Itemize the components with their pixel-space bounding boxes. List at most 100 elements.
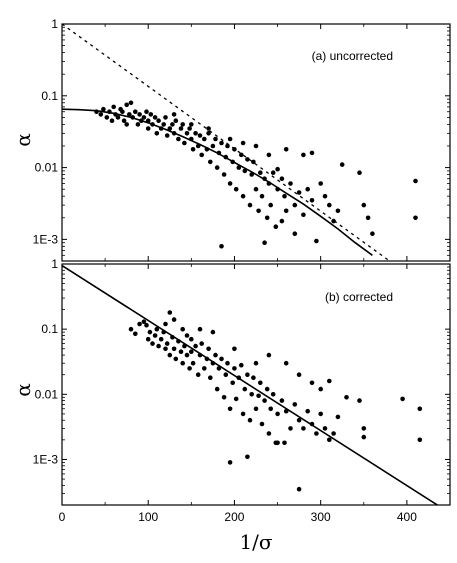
panel-b-point [296, 372, 302, 378]
panel-b-point [288, 426, 293, 431]
panel-a: (a) uncorrected α 1 0.1 0.01 1E-3 [11, 17, 451, 262]
panel-b-point [275, 440, 280, 446]
panel-b-point [322, 426, 328, 431]
x-tick-label-4: 400 [397, 510, 417, 524]
panel-a-point [251, 159, 256, 165]
panel-a-annotation: (a) uncorrected [312, 49, 393, 63]
panel-a-point [253, 186, 259, 192]
panel-a-point [101, 106, 106, 112]
panel-b-point [344, 395, 349, 400]
panel-a-point [216, 150, 222, 156]
panel-a-point [127, 112, 132, 117]
panel-a-point [266, 152, 272, 158]
panel-a-point [128, 100, 134, 106]
panel-a-point [164, 133, 170, 138]
panel-a-point [199, 152, 204, 158]
panel-b-point [150, 341, 155, 346]
panel-b-point [266, 352, 272, 358]
panel-a-point [121, 118, 127, 123]
panel-b-point [180, 360, 185, 366]
panel-a-point [213, 136, 218, 142]
panel-a-point [266, 181, 272, 186]
panel-a-point [253, 143, 259, 149]
panel-a-point [204, 147, 210, 152]
panel-a-point [292, 231, 298, 236]
panel-b-point [156, 343, 161, 349]
panel-a-point [413, 178, 418, 184]
panel-a-point [190, 147, 196, 152]
panel-a-point [161, 122, 166, 127]
panel-b-point [197, 326, 203, 332]
panel-a-point [135, 122, 141, 127]
panel-b-point [227, 406, 233, 412]
panel-b-point [279, 398, 285, 403]
panel-b-point [208, 375, 213, 381]
panel-b-point [318, 386, 324, 392]
panel-a-point [259, 193, 265, 199]
panel-b-point [189, 349, 194, 355]
panel-a-point [206, 131, 211, 136]
panel-b-y-tick-label-2: 0.01 [35, 387, 59, 401]
panel-b-point [331, 431, 336, 436]
panel-a-point [173, 118, 179, 123]
panel-b-point [400, 396, 405, 402]
panel-b-point [282, 440, 287, 446]
panel-b-point [361, 426, 367, 431]
panel-a-point [279, 218, 285, 224]
panel-a-point [279, 176, 285, 181]
panel-b-point [309, 421, 315, 427]
panel-b-point [170, 335, 175, 340]
panel-a-point [273, 224, 279, 229]
panel-a-point [262, 240, 267, 245]
panel-a-point [150, 122, 155, 127]
panel-a-point [318, 181, 324, 186]
panel-a-point [94, 109, 99, 114]
panel-b-point [219, 356, 224, 362]
panel-b-point [318, 411, 324, 417]
panel-a-point [145, 118, 151, 123]
panel-a-point [365, 215, 371, 221]
panel-a-point [236, 165, 242, 170]
panel-a-point [187, 126, 192, 131]
panel-b-point [187, 366, 192, 371]
panel-a-point [335, 208, 341, 214]
panel-a-point [214, 165, 220, 170]
panel-b-point [283, 360, 289, 366]
panel-b-solid-line [62, 264, 439, 505]
panel-a-point [189, 122, 194, 127]
panel-a-point [322, 193, 328, 199]
panel-a-point [130, 115, 135, 120]
panel-a-point [120, 109, 125, 114]
panel-a-point [225, 143, 230, 149]
panel-b-point [184, 333, 190, 338]
panel-a-point [309, 198, 315, 203]
panel-b-point [147, 329, 153, 335]
panel-a-y-tick-label-1: 0.1 [41, 89, 58, 103]
panel-a-point [219, 140, 224, 146]
panel-a-point [230, 159, 235, 165]
x-tick-label-1: 100 [138, 510, 158, 524]
panel-a-point [171, 112, 177, 117]
panel-a-point [210, 143, 216, 149]
panel-a-point [107, 109, 112, 114]
panel-a-point [314, 238, 319, 244]
panel-a-point [283, 208, 289, 214]
panel-b-point [223, 372, 229, 378]
panel-a-point [370, 231, 375, 236]
panel-b-point [221, 395, 227, 400]
panel-b-point [145, 336, 151, 342]
panel-a-point [240, 140, 246, 146]
panel-b-point [161, 329, 166, 335]
panel-b-point [305, 408, 311, 414]
panel-b-point [417, 437, 423, 443]
panel-a-point [98, 112, 104, 117]
panel-b-point [251, 375, 256, 381]
panel-a-point [282, 193, 287, 199]
panel-a-point [139, 118, 144, 123]
panel-a-point [184, 131, 190, 136]
panel-a-point [233, 186, 239, 192]
panel-b-point [167, 310, 173, 315]
panel-b-point [197, 352, 203, 358]
panel-a-y-tick-label-2: 0.01 [35, 161, 59, 175]
panel-b-point [314, 431, 319, 436]
